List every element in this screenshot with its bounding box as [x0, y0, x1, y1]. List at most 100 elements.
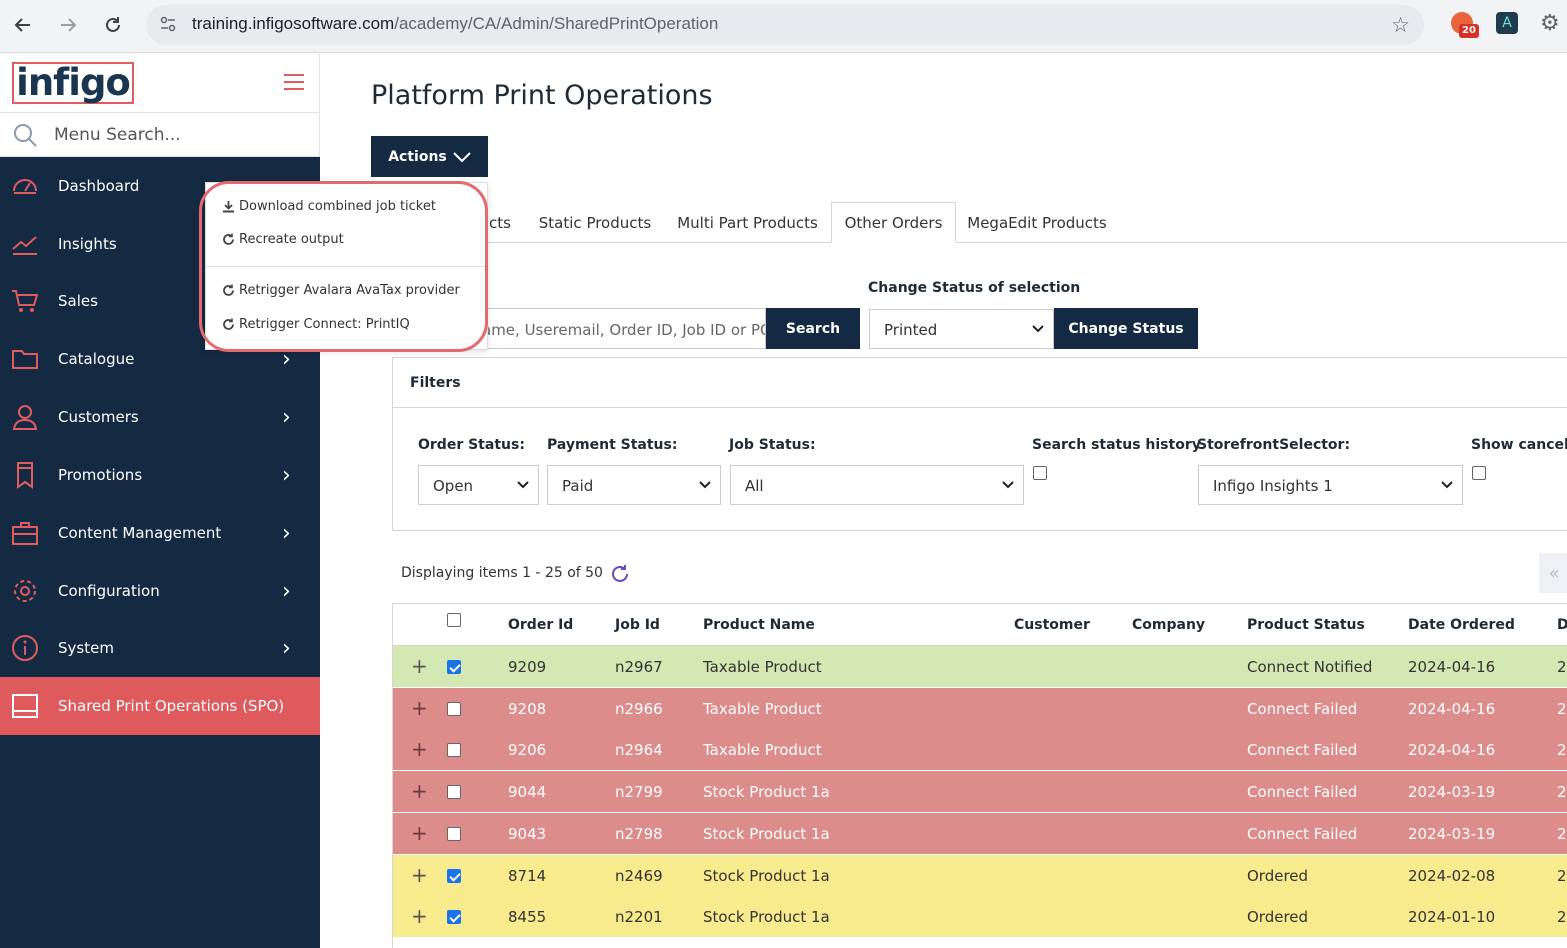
table-row[interactable]: +9043 n2798 Stock Product 1a Connect Failed… — [393, 812, 1567, 855]
sidebar-item-insights[interactable]: Insights — [0, 215, 320, 273]
extension-notification-icon[interactable]: 20 — [1451, 12, 1479, 38]
column-header-order-id[interactable]: Order Id — [508, 617, 574, 633]
address-bar[interactable]: training.infigosoftware.com/academy/CA/A… — [146, 5, 1424, 45]
menu-item-retrigger-printiq[interactable]: Retrigger Connect: PrintIQ — [222, 317, 410, 332]
column-header-job-id[interactable]: Job Id — [615, 617, 660, 633]
order-search-input[interactable]: ame, Useremail, Order ID, Job ID or PO — [470, 308, 766, 349]
cell-product-name: Taxable Product — [703, 658, 822, 676]
pager-first-button[interactable]: « — [1539, 553, 1567, 593]
expand-row-icon[interactable]: + — [411, 654, 428, 678]
change-status-button[interactable]: Change Status — [1054, 308, 1198, 349]
sidebar-item-dashboard[interactable]: Dashboard — [0, 157, 320, 215]
sidebar-item-spo[interactable]: Shared Print Operations (SPO) — [0, 677, 320, 735]
row-select-checkbox[interactable] — [447, 826, 461, 841]
hamburger-menu-icon[interactable] — [284, 74, 304, 90]
cell-product-name: Stock Product 1a — [703, 783, 830, 802]
chevron-right-icon: › — [282, 404, 291, 430]
expand-row-icon[interactable]: + — [411, 862, 428, 887]
chevron-down-icon — [453, 151, 471, 162]
column-header-overflow[interactable]: D — [1557, 617, 1567, 633]
sidebar-item-customers[interactable]: Customers › — [0, 388, 320, 446]
sidebar-item-label: Insights — [58, 235, 117, 253]
sidebar-item-promotions[interactable]: Promotions › — [0, 446, 320, 504]
back-arrow-icon[interactable] — [8, 10, 38, 40]
chevron-down-icon — [517, 481, 529, 489]
menu-search[interactable]: Menu Search... — [0, 112, 320, 157]
briefcase-icon — [12, 522, 38, 545]
reload-icon[interactable] — [98, 10, 128, 40]
row-select-checkbox[interactable] — [447, 701, 461, 716]
extension-app-icon[interactable]: A — [1496, 12, 1518, 34]
column-header-product-name[interactable]: Product Name — [703, 617, 815, 633]
infigo-logo[interactable]: infigo — [12, 62, 134, 104]
row-select-checkbox[interactable] — [447, 743, 461, 758]
order-status-select[interactable]: Open — [418, 465, 539, 505]
table-row[interactable]: +9044 n2799 Stock Product 1a Connect Failed… — [393, 771, 1567, 814]
refresh-icon — [223, 233, 234, 245]
table-row[interactable]: +8455 n2201 Stock Product 1a Ordered 2024-01… — [393, 896, 1567, 939]
filters-header[interactable]: Filters — [393, 358, 1567, 408]
order-status-label: Order Status: — [418, 437, 525, 453]
page-title: Platform Print Operations — [371, 80, 713, 111]
tab-multi-part-products[interactable]: Multi Part Products — [677, 213, 818, 232]
storefront-select[interactable]: Infigo Insights 1 — [1198, 465, 1463, 505]
sidebar-item-configuration[interactable]: Configuration › — [0, 562, 320, 620]
expand-row-icon[interactable]: + — [411, 695, 428, 720]
cell-job-id: n2201 — [615, 908, 663, 927]
extensions-puzzle-icon[interactable]: ⚙ — [1540, 11, 1560, 36]
actions-dropdown-button[interactable]: Actions — [371, 136, 488, 177]
browser-toolbar: training.infigosoftware.com/academy/CA/A… — [0, 0, 1567, 53]
refresh-icon[interactable] — [609, 563, 631, 585]
change-status-select[interactable]: Printed — [869, 309, 1054, 349]
cell-order-id: 9043 — [508, 824, 547, 843]
expand-row-icon[interactable]: + — [411, 779, 428, 804]
tab-other-orders[interactable]: Other Orders — [831, 202, 956, 243]
table-row[interactable]: +9209 n2967 Taxable Product Connect Notifie… — [393, 646, 1567, 688]
site-settings-icon[interactable] — [158, 15, 178, 35]
cell-overflow: 2( — [1557, 741, 1567, 760]
expand-row-icon[interactable]: + — [411, 737, 428, 762]
tab-static-products[interactable]: Static Products — [538, 213, 652, 232]
menu-item-retrigger-avalara[interactable]: Retrigger Avalara AvaTax provider — [222, 283, 460, 298]
row-select-checkbox[interactable] — [447, 910, 461, 925]
row-select-checkbox[interactable] — [447, 785, 461, 800]
expand-row-icon[interactable]: + — [411, 904, 428, 929]
table-row[interactable]: +8714 n2469 Stock Product 1a Ordered 2024-02… — [393, 854, 1567, 897]
sidebar-item-content-management[interactable]: Content Management › — [0, 504, 320, 562]
row-select-checkbox[interactable] — [447, 868, 461, 883]
chart-line-icon — [12, 236, 37, 255]
cell-order-id: 8455 — [508, 908, 547, 927]
column-header-company[interactable]: Company — [1132, 617, 1206, 633]
sidebar-item-catalogue[interactable]: Catalogue › — [0, 330, 320, 388]
forward-arrow-icon[interactable] — [53, 10, 83, 40]
bookmark-star-icon[interactable]: ☆ — [1391, 13, 1410, 37]
menu-item-recreate-output[interactable]: Recreate output — [222, 232, 344, 247]
column-header-customer[interactable]: Customer — [1014, 617, 1090, 633]
menu-search-input[interactable]: Menu Search... — [54, 125, 181, 145]
expand-row-icon[interactable]: + — [411, 820, 428, 845]
sidebar-item-label: System — [58, 639, 114, 657]
gear-icon — [14, 580, 36, 602]
column-header-product-status[interactable]: Product Status — [1247, 617, 1365, 633]
cell-overflow: 2( — [1557, 866, 1567, 885]
cell-job-id: n2798 — [615, 824, 663, 843]
tab-megaedit-products[interactable]: MegaEdit Products — [967, 213, 1107, 232]
column-header-date-ordered[interactable]: Date Ordered — [1408, 617, 1515, 633]
row-select-checkbox[interactable] — [447, 660, 461, 674]
table-row[interactable]: +9206 n2964 Taxable Product Connect Failed 2… — [393, 729, 1567, 772]
cell-product-name: Taxable Product — [703, 699, 822, 718]
table-row[interactable]: +9208 n2966 Taxable Product Connect Failed 2… — [393, 687, 1567, 730]
menu-item-download-job-ticket[interactable]: Download combined job ticket — [222, 199, 436, 214]
tab-products[interactable]: cts — [489, 213, 511, 232]
select-all-checkbox[interactable] — [447, 613, 461, 627]
cell-job-id: n2966 — [615, 699, 663, 718]
search-button[interactable]: Search — [766, 308, 860, 349]
sidebar-item-sales[interactable]: Sales — [0, 272, 320, 330]
job-status-select[interactable]: All — [730, 465, 1024, 505]
chevron-right-icon: › — [282, 520, 291, 546]
payment-status-select[interactable]: Paid — [547, 465, 721, 505]
show-canceled-checkbox[interactable] — [1472, 466, 1486, 480]
search-status-history-checkbox[interactable] — [1033, 466, 1047, 480]
change-status-label: Change Status of selection — [868, 280, 1081, 296]
sidebar-item-system[interactable]: System › — [0, 619, 320, 677]
